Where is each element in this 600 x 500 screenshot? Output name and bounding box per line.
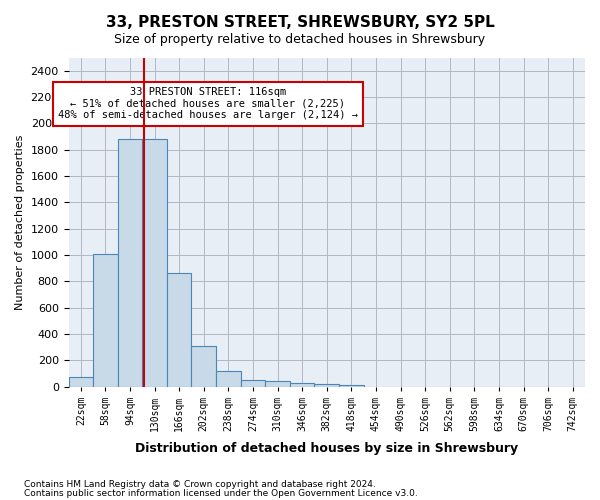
Bar (241, 380, 265, 386)
Bar (191, 346, 216, 387)
Bar (167, 274, 191, 386)
Bar (314, 384, 339, 386)
Bar (118, 139, 142, 386)
Bar (265, 380, 290, 386)
Y-axis label: Number of detached properties: Number of detached properties (15, 134, 25, 310)
X-axis label: Distribution of detached houses by size in Shrewsbury: Distribution of detached houses by size … (135, 442, 518, 455)
Text: Size of property relative to detached houses in Shrewsbury: Size of property relative to detached ho… (115, 32, 485, 46)
Text: Contains HM Land Registry data © Crown copyright and database right 2024.: Contains HM Land Registry data © Crown c… (24, 480, 376, 489)
Text: 33, PRESTON STREET, SHREWSBURY, SY2 5PL: 33, PRESTON STREET, SHREWSBURY, SY2 5PL (106, 15, 494, 30)
Bar (93, 254, 118, 386)
Text: 33 PRESTON STREET: 116sqm
← 51% of detached houses are smaller (2,225)
48% of se: 33 PRESTON STREET: 116sqm ← 51% of detac… (58, 87, 358, 120)
Bar (68, 376, 93, 386)
Bar (290, 382, 314, 386)
Bar (216, 372, 241, 386)
Text: Contains public sector information licensed under the Open Government Licence v3: Contains public sector information licen… (24, 488, 418, 498)
Bar (142, 139, 167, 386)
